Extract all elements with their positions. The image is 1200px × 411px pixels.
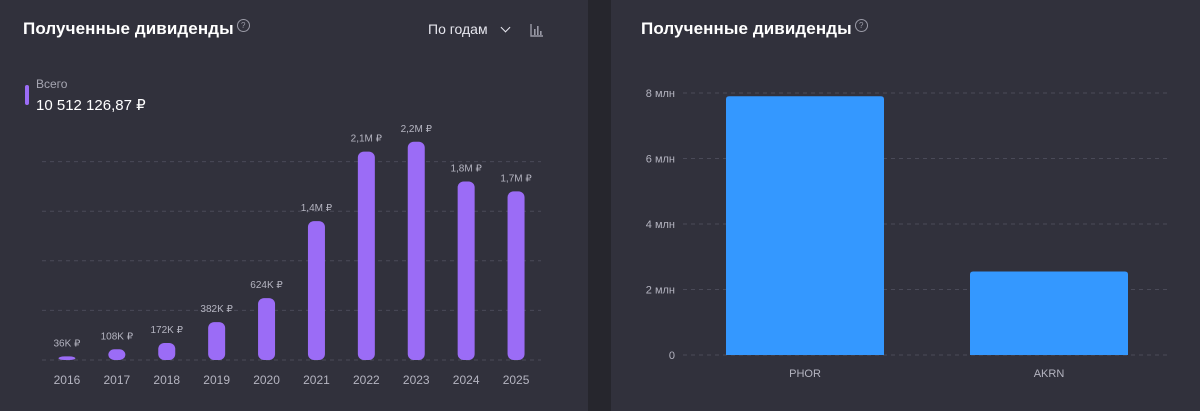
ticker-x-ticks: PHOR AKRN <box>789 368 1064 380</box>
yearly-dividends-panel: Полученные дивиденды ? По годам Всего 10… <box>0 0 588 411</box>
bar-2023[interactable] <box>407 141 425 360</box>
ticker-bars <box>726 96 1128 356</box>
y-tick-3: 6 млн <box>646 154 675 166</box>
bar-2018[interactable] <box>158 342 176 360</box>
help-circle-icon[interactable]: ? <box>854 18 868 32</box>
data-label-2018: 172K ₽ <box>151 325 184 336</box>
yearly-grid <box>42 161 541 361</box>
left-title-row: Полученные дивиденды ? <box>23 18 250 39</box>
yearly-dividends-chart: 36K ₽ 108K ₽ 172K ₽ 382K ₽ 624K ₽ 1,4M ₽ 2,1M … <box>42 124 541 387</box>
yearly-x-ticks: 2016 2017 2018 2019 2020 2021 2022 2023 2024 2025 <box>54 373 530 387</box>
x-tick-2024: 2024 <box>453 373 480 387</box>
x-tick-2021: 2021 <box>303 373 330 387</box>
total-label: Всего <box>36 77 68 91</box>
x-tick-2018: 2018 <box>153 373 180 387</box>
period-select-value: По годам <box>428 21 488 37</box>
ticker-dividends-panel: Полученные дивиденды ? 0 2 млн 4 млн 6 млн 8… <box>611 0 1200 411</box>
period-select[interactable]: По годам <box>428 21 511 37</box>
data-label-2021: 1,4M ₽ <box>301 203 333 214</box>
bar-2016[interactable] <box>58 356 76 360</box>
bar-2025[interactable] <box>507 191 525 360</box>
yearly-data-labels: 36K ₽ 108K ₽ 172K ₽ 382K ₽ 624K ₽ 1,4M ₽ 2,1M … <box>53 124 532 350</box>
x-tick-2025: 2025 <box>503 373 530 387</box>
data-label-2016: 36K ₽ <box>53 338 81 349</box>
data-label-2023: 2,2M ₽ <box>401 124 433 135</box>
x-tick-2023: 2023 <box>403 373 430 387</box>
data-label-2019: 382K ₽ <box>200 304 233 315</box>
x-tick-2022: 2022 <box>353 373 380 387</box>
x-tick-2020: 2020 <box>253 373 280 387</box>
right-panel-title: Полученные дивиденды <box>641 19 852 38</box>
data-label-2024: 1,8M ₽ <box>450 163 482 174</box>
y-tick-0: 0 <box>669 350 675 362</box>
left-panel-title: Полученные дивиденды <box>23 19 234 38</box>
bar-chart-icon[interactable] <box>529 22 545 38</box>
bar-2019[interactable] <box>208 322 226 360</box>
x-tick-AKRN: AKRN <box>1034 368 1065 380</box>
bar-2022[interactable] <box>357 151 375 360</box>
help-circle-icon[interactable]: ? <box>236 18 250 32</box>
right-title-row: Полученные дивиденды ? <box>641 18 868 39</box>
bar-2021[interactable] <box>307 221 325 360</box>
bar-AKRN[interactable] <box>970 271 1128 355</box>
total-color-marker <box>25 85 29 105</box>
y-tick-1: 2 млн <box>646 285 675 297</box>
data-label-2025: 1,7M ₽ <box>500 173 532 184</box>
total-value: 10 512 126,87 ₽ <box>36 97 146 114</box>
yearly-bars <box>58 141 525 360</box>
x-tick-2017: 2017 <box>103 373 130 387</box>
x-tick-PHOR: PHOR <box>789 368 821 380</box>
ticker-dividends-chart: 0 2 млн 4 млн 6 млн 8 млн PHOR AKRN <box>646 88 1171 380</box>
bar-PHOR[interactable] <box>726 96 884 356</box>
ticker-y-ticks: 0 2 млн 4 млн 6 млн 8 млн <box>646 88 675 362</box>
x-tick-2019: 2019 <box>203 373 230 387</box>
y-tick-2: 4 млн <box>646 219 675 231</box>
y-tick-4: 8 млн <box>646 88 675 100</box>
bar-2024[interactable] <box>457 181 475 360</box>
bar-2020[interactable] <box>258 298 276 360</box>
data-label-2017: 108K ₽ <box>101 331 134 342</box>
bar-2017[interactable] <box>108 349 126 360</box>
data-label-2022: 2,1M ₽ <box>351 134 383 145</box>
data-label-2020: 624K ₽ <box>250 280 283 291</box>
x-tick-2016: 2016 <box>54 373 81 387</box>
